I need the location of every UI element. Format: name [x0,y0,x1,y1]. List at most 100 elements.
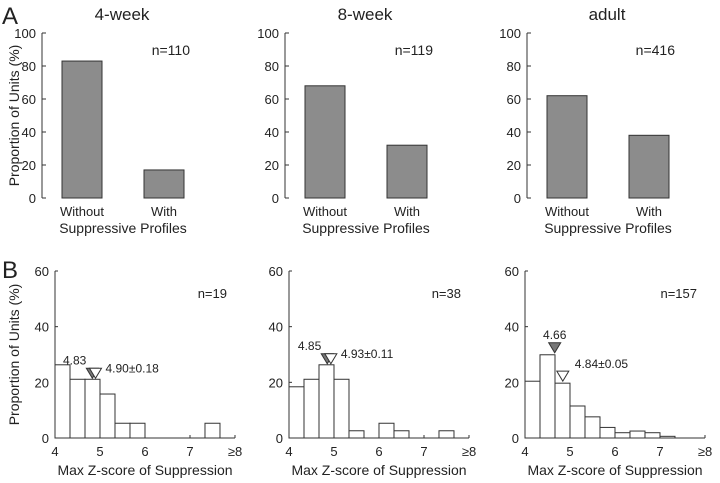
histogram-bar [629,430,646,439]
mean-marker [555,370,570,383]
y-tick-label: 60 [22,92,36,107]
median-label: 4.83 [63,353,87,367]
x-tick-label: Without [303,204,347,219]
y-axis-label: Proportion of Units (%) [6,45,22,187]
n-label: n=416 [636,42,676,58]
median-label: 4.85 [298,339,322,353]
histogram-bar [114,422,131,439]
mean-marker [88,367,103,380]
n-label: n=119 [395,42,433,58]
histogram-bar [333,378,350,439]
mean-label: 4.84±0.05 [575,357,629,371]
x-tick-label: With [394,204,420,219]
y-tick-label: 0 [272,191,279,206]
y-tick-label: 0 [512,431,519,446]
y-tick-label: 0 [514,191,521,206]
y-tick-label: 20 [269,375,283,390]
x-tick-label: ≥8 [462,444,476,459]
x-tick-label: 6 [611,444,618,459]
histogram-bar [524,380,541,439]
histogram-bar [393,430,410,439]
histogram-bar [569,405,586,439]
x-tick-label: 7 [656,444,663,459]
x-tick-label: 5 [96,444,103,459]
y-tick-label: 20 [35,375,49,390]
x-axis-label: Max Z-score of Suppression [57,462,232,478]
n-label: n=157 [660,286,697,301]
y-tick-label: 80 [507,59,521,74]
x-tick-label: ≥8 [698,444,712,459]
x-axis-label: Suppressive Profiles [302,220,430,236]
x-tick-label: ≥8 [228,444,242,459]
histogram-bar [204,422,221,439]
histogram-bar [318,364,335,439]
y-tick-label: 40 [22,125,36,140]
y-tick-label: 100 [499,26,521,41]
y-tick-label: 100 [257,26,279,41]
bar [628,134,670,199]
chart-title: adult [589,5,626,24]
y-tick-label: 0 [29,191,36,206]
histogram-bar [288,386,305,439]
y-tick-label: 40 [265,125,279,140]
histogram-bar [129,422,146,439]
y-tick-label: 0 [42,431,49,446]
y-tick-label: 100 [14,26,36,41]
x-tick-label: 4 [51,444,58,459]
y-tick-label: 20 [507,158,521,173]
y-tick-label: 60 [265,92,279,107]
y-tick-label: 60 [35,264,49,279]
y-tick-label: 60 [269,264,283,279]
x-tick-label: Without [60,204,104,219]
histogram-bar [378,422,395,439]
bar [546,95,588,199]
y-tick-label: 40 [35,320,49,335]
mean-label: 4.90±0.18 [106,361,160,375]
y-tick-label: 40 [505,320,519,335]
bar [386,144,428,199]
x-tick-label: 5 [566,444,573,459]
x-tick-label: 7 [186,444,193,459]
x-tick-label: 6 [141,444,148,459]
histogram-bar [84,378,101,439]
x-tick-label: With [636,204,662,219]
y-tick-label: 20 [265,158,279,173]
x-axis-label: Max Z-score of Suppression [527,462,702,478]
x-tick-label: Without [545,204,589,219]
median-label: 4.66 [543,328,567,342]
x-tick-label: 4 [521,444,528,459]
mean-label: 4.93±0.11 [341,347,394,361]
chart-title: 4-week [95,5,150,24]
panel-label-a: A [2,3,18,30]
y-axis-label: Proportion of Units (%) [6,284,22,426]
n-label: n=19 [198,286,227,301]
mean-marker [323,353,338,365]
bar [61,60,103,199]
histogram-bar [99,393,116,439]
chart-title: 8-week [338,5,393,24]
bar [304,85,346,199]
y-tick-label: 20 [505,375,519,390]
y-tick-label: 80 [265,59,279,74]
histogram-bar [659,435,676,439]
y-tick-label: 40 [269,320,283,335]
histogram-bar [584,416,601,439]
histogram-bar [614,432,631,439]
histogram-bar [54,364,71,439]
x-tick-label: 4 [285,444,292,459]
x-tick-label: 5 [330,444,337,459]
histogram-bar [644,432,661,439]
histogram-bar [554,382,571,439]
x-axis-label: Suppressive Profiles [59,220,187,236]
histogram-bar [539,354,556,439]
histogram-bar [599,426,616,439]
y-tick-label: 60 [507,92,521,107]
n-label: n=110 [152,42,190,58]
panel-label-b: B [2,257,18,284]
y-tick-label: 0 [276,431,283,446]
bar [143,169,185,199]
x-tick-label: 6 [375,444,382,459]
n-label: n=38 [432,286,461,301]
x-tick-label: With [151,204,177,219]
